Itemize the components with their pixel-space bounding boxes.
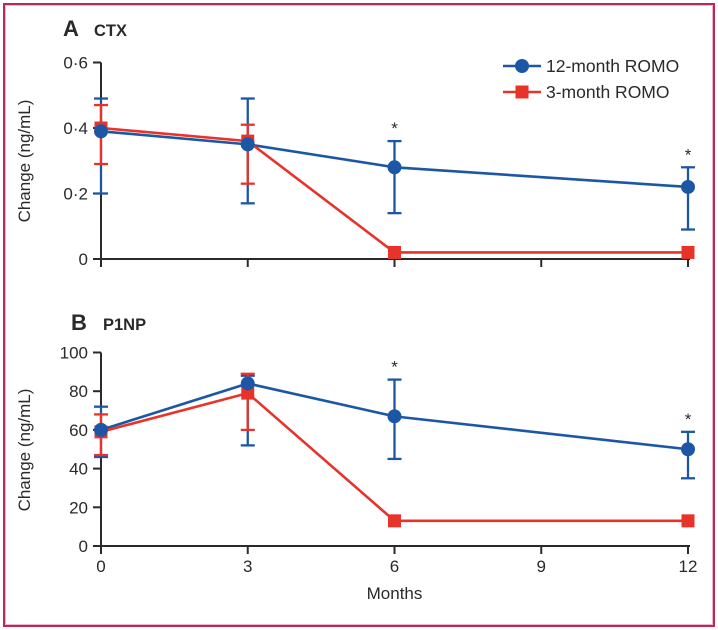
data-point-circle (681, 442, 695, 457)
data-point-square (681, 514, 695, 528)
data-point-square (388, 245, 401, 259)
panel-a-y-axis-label: Change (ng/mL) (15, 100, 34, 223)
legend-circle-marker (515, 59, 529, 73)
panel-b-chart: B P1NP 0 20 40 60 80 100 0 3 6 9 12 Change (ng/mL) Mon… (15, 310, 698, 603)
panel-b-x-tick-label: 0 (96, 557, 105, 576)
significance-asterisk: * (685, 145, 692, 164)
data-point-circle (240, 376, 255, 391)
panel-b-y-axis-label: Change (ng/mL) (15, 389, 34, 512)
data-point-square (681, 245, 695, 259)
series-line-square (100, 391, 688, 523)
panel-a-chart: A CTX 0 0·2 0·4 0·6 Change (ng/mL) * * 12-month R… (15, 16, 695, 269)
panel-b-x-tick-label: 9 (537, 557, 546, 576)
panel-a-y-tick-label: 0 (79, 250, 88, 269)
panel-a-y-tick-label: 0·4 (63, 119, 88, 138)
panel-a-y-tick-label: 0·6 (63, 54, 88, 73)
panel-b-x-tick-label: 12 (679, 557, 698, 576)
legend-label: 12-month ROMO (546, 56, 679, 76)
panel-b-y-tick-label: 80 (69, 382, 88, 401)
panel-b-x-tick-label: 6 (390, 557, 399, 576)
panel-b-x-tick-label: 3 (243, 557, 252, 576)
data-point-circle (94, 422, 108, 437)
data-point-square (388, 514, 401, 528)
panel-b-title: P1NP (103, 316, 146, 334)
panel-b-label: B (71, 310, 87, 335)
legend-square-marker (515, 85, 529, 99)
significance-asterisk: * (685, 410, 692, 429)
data-point-square (241, 386, 255, 400)
panel-b-y-tick-label: 100 (60, 344, 88, 363)
series-line-square (100, 126, 688, 254)
panel-b-x-axis-label: Months (367, 584, 423, 603)
panel-b-y-tick-label: 0 (79, 537, 88, 556)
significance-asterisk: * (391, 119, 398, 138)
data-point-circle (94, 124, 108, 139)
series-line-circle (100, 129, 689, 189)
data-point-circle (387, 160, 402, 175)
data-point-circle (240, 137, 255, 152)
data-point-circle (387, 409, 402, 424)
panel-b-y-tick-label: 20 (69, 498, 88, 517)
panel-a-label: A (63, 16, 79, 41)
data-point-circle (681, 179, 695, 194)
panel-a-title: CTX (94, 22, 127, 40)
panel-b-y-tick-label: 60 (69, 421, 88, 440)
significance-asterisk: * (391, 358, 398, 377)
legend-label: 3-month ROMO (546, 82, 670, 102)
series-line-circle (100, 382, 689, 451)
panel-a-y-tick-label: 0·2 (63, 185, 88, 204)
panel-b-y-tick-label: 40 (69, 460, 88, 479)
